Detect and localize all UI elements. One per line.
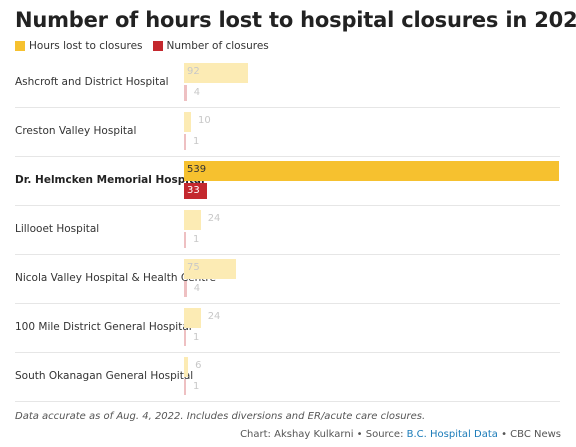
data-label-closures: 1 [193, 136, 200, 147]
legend-label-hours: Hours lost to closures [29, 40, 143, 52]
legend-item-hours: Hours lost to closures [15, 40, 143, 52]
bar-hours [184, 357, 189, 377]
footnote: Data accurate as of Aug. 4, 2022. Includ… [15, 411, 426, 422]
bar-closures [184, 232, 186, 248]
data-label-closures: 1 [193, 381, 200, 392]
bar-hours [184, 259, 237, 279]
category-label: Lillooet Hospital [15, 223, 100, 235]
bar-hours [184, 63, 248, 83]
bar-hours [184, 308, 201, 328]
data-label-hours: 6 [195, 360, 202, 371]
legend: Hours lost to closures Number of closure… [15, 40, 279, 52]
chart-title: Number of hours lost to hospital closure… [15, 8, 576, 32]
chart-row: South Okanagan General Hospital 6 1 [15, 352, 560, 402]
data-label-hours: 24 [207, 311, 221, 322]
chart-row: Ashcroft and District Hospital 92 4 [15, 58, 560, 108]
credit-suffix: • CBC News [497, 429, 561, 440]
data-label-hours: 75 [187, 262, 200, 273]
bar-closures [184, 330, 186, 346]
data-label-hours: 539 [187, 164, 207, 175]
category-label: Ashcroft and District Hospital [15, 76, 169, 88]
credit-line: Chart: Akshay Kulkarni • Source: B.C. Ho… [240, 429, 561, 440]
category-label: Creston Valley Hospital [15, 125, 137, 137]
legend-swatch-hours [15, 41, 25, 51]
data-label-closures: 4 [193, 283, 201, 294]
credit-prefix: Chart: Akshay Kulkarni • Source: [240, 429, 407, 440]
chart-row: Lillooet Hospital 24 1 [15, 205, 560, 255]
category-label: Nicola Valley Hospital & Health Centre [15, 272, 216, 284]
data-label-hours: 24 [207, 213, 221, 224]
source-link[interactable]: B.C. Hospital Data [406, 429, 498, 440]
data-label-closures: 1 [193, 332, 200, 343]
bar-closures [184, 134, 186, 150]
bar-hours [184, 112, 191, 132]
data-label-closures: 4 [193, 87, 201, 98]
chart-row: Dr. Helmcken Memorial Hospital 539 33 [15, 156, 560, 206]
data-label-closures: 1 [193, 234, 200, 245]
data-label-hours: 10 [197, 115, 211, 126]
category-label: 100 Mile District General Hospital [15, 321, 192, 333]
legend-swatch-closures [152, 41, 163, 51]
chart-row: Nicola Valley Hospital & Health Centre 75… [15, 254, 560, 304]
data-label-closures: 33 [187, 185, 200, 196]
bar-closures [184, 281, 187, 297]
legend-label-closures: Number of closures [166, 40, 269, 52]
category-label: South Okanagan General Hospital [15, 370, 194, 382]
bar-hours [184, 161, 559, 181]
bar-closures [184, 85, 187, 101]
bar-chart: Ashcroft and District Hospital 92 4 Creston… [15, 58, 560, 402]
bar-closures [184, 183, 207, 199]
chart-row: Creston Valley Hospital 10 1 [15, 107, 560, 157]
chart-row: 100 Mile District General Hospital 24 1 [15, 303, 560, 353]
bar-hours [184, 210, 201, 230]
bar-closures [184, 379, 186, 395]
data-label-hours: 92 [187, 66, 200, 77]
category-label: Dr. Helmcken Memorial Hospital [15, 174, 205, 186]
legend-item-closures: Number of closures [152, 40, 269, 52]
